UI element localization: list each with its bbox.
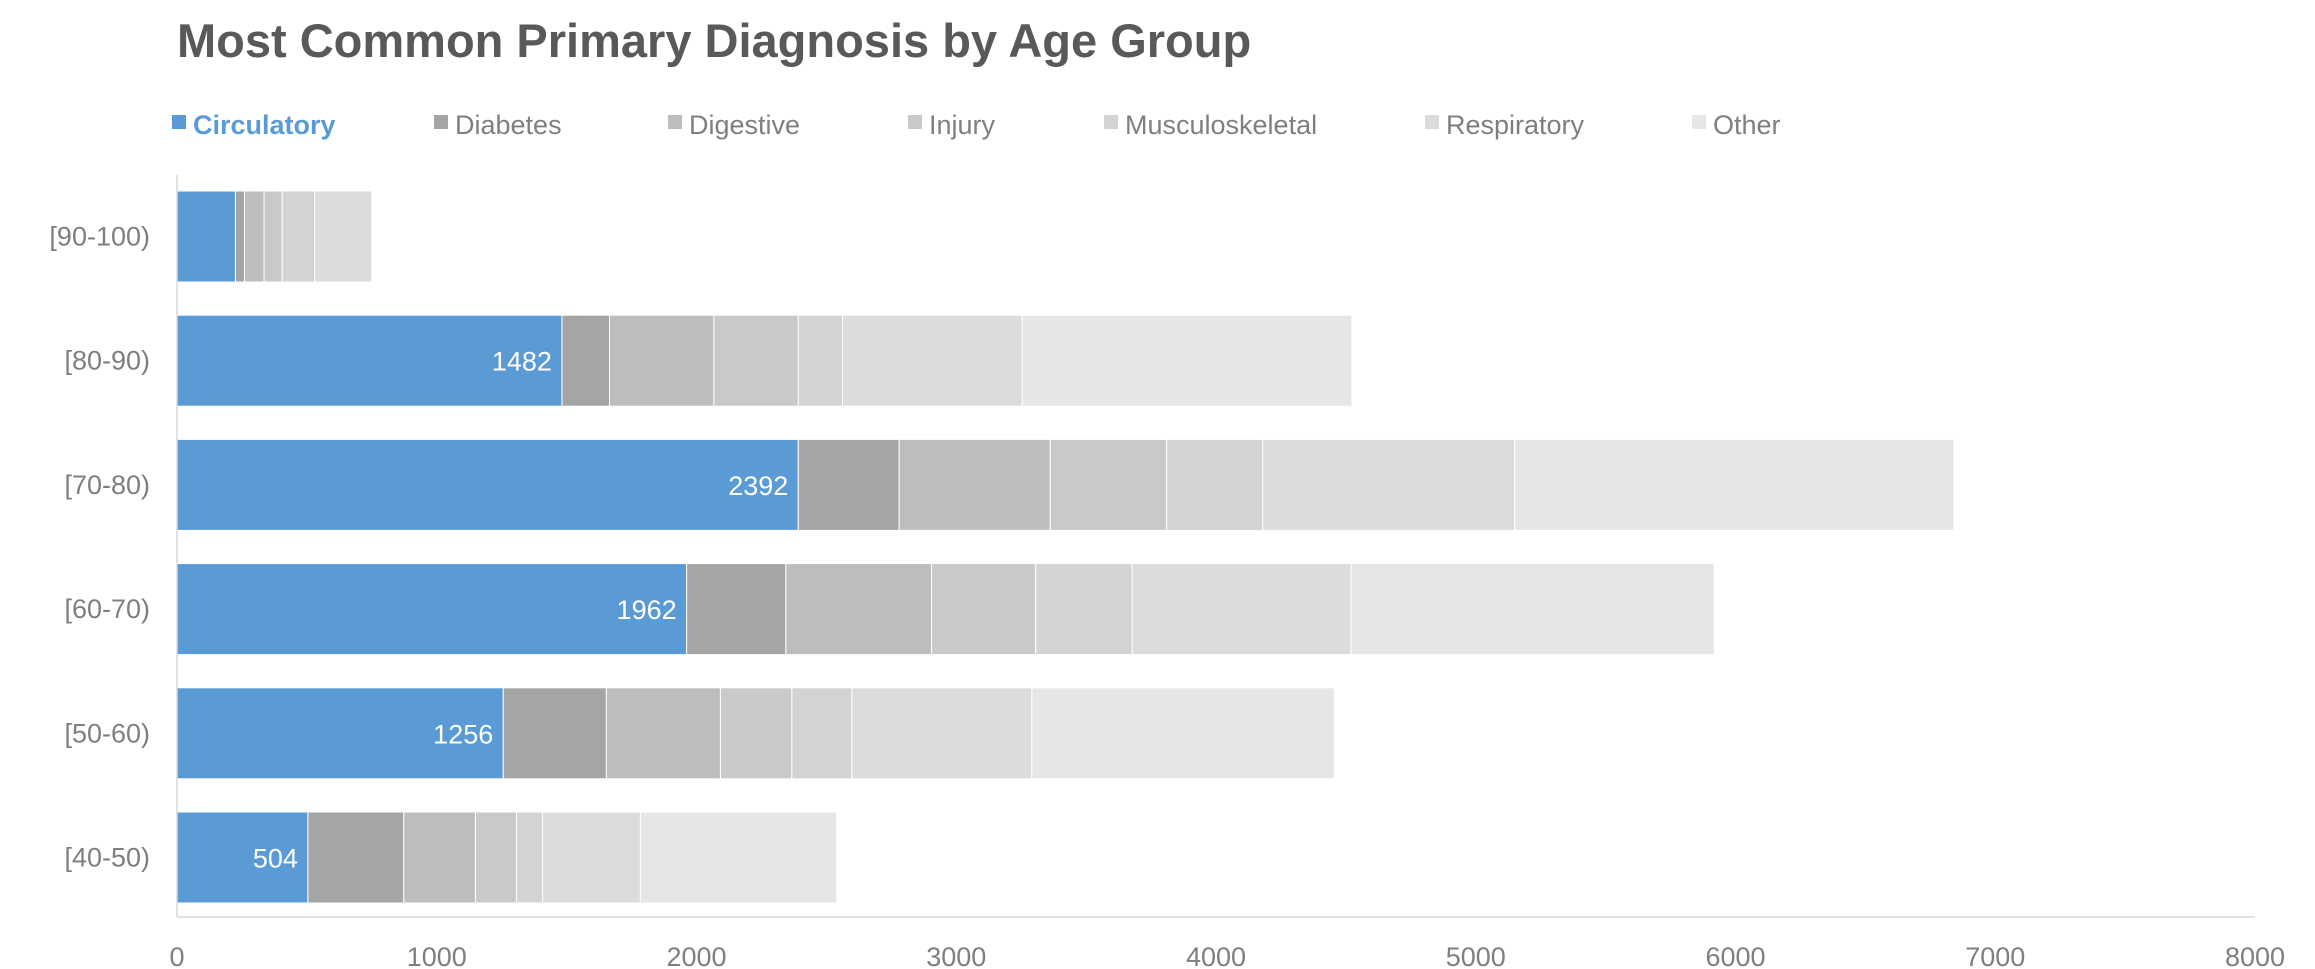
data-labels-group: 1482 2392 1962 1256 504 (253, 347, 788, 874)
category-axis: [90-100) [80-90) [70-80) [60-70) [50-60) [40-… (49, 175, 178, 917)
bar-segment (234, 190, 246, 283)
bar-segment (785, 563, 933, 656)
category-tick-label: [40-50) (64, 843, 150, 873)
bar-segment (1021, 314, 1353, 407)
category-tick-label: [70-80) (64, 470, 150, 500)
bar-segment (176, 687, 504, 780)
chart-legend: Circulatory Diabetes Digestive Injury Muscul… (172, 110, 1781, 140)
legend-swatch (668, 115, 682, 129)
bar-segment (176, 563, 688, 656)
legend-label: Injury (929, 110, 996, 140)
legend-swatch (434, 115, 448, 129)
legend-swatch (1425, 115, 1439, 129)
bar-segment (307, 811, 405, 904)
bars-group (176, 190, 1955, 904)
bar-segment (851, 687, 1033, 780)
bar-segment (244, 190, 265, 283)
value-tick-label: 8000 (2225, 942, 2285, 969)
value-tick-label: 2000 (666, 942, 726, 969)
legend-swatch (908, 115, 922, 129)
bar-segment (605, 687, 721, 780)
bar-segment (263, 190, 283, 283)
bar-segment (1262, 438, 1516, 531)
bar-segment (176, 811, 309, 904)
bar-segment (176, 190, 236, 283)
legend-swatch (172, 115, 186, 129)
value-tick-label: 6000 (1705, 942, 1765, 969)
data-label: 2392 (728, 471, 788, 501)
bar-segment (1350, 563, 1715, 656)
category-tick-label: [50-60) (64, 718, 150, 748)
category-tick-label: [90-100) (49, 222, 150, 252)
bar-segment (841, 314, 1023, 407)
bar-segment (686, 563, 787, 656)
bar-segment (474, 811, 517, 904)
value-tick-label: 3000 (926, 942, 986, 969)
value-tick-label: 1000 (407, 942, 467, 969)
bar-segment (713, 314, 799, 407)
bar-segment (931, 563, 1037, 656)
bar-segment (561, 314, 610, 407)
category-tick-label: [60-70) (64, 594, 150, 624)
bar-segment (502, 687, 607, 780)
bar-segment (1131, 563, 1352, 656)
data-label: 504 (253, 844, 298, 874)
legend-label: Other (1713, 110, 1781, 140)
data-label: 1962 (617, 595, 677, 625)
legend-label: Digestive (689, 110, 800, 140)
bar-segment (1049, 438, 1168, 531)
bar-segment (515, 811, 543, 904)
bar-segment (541, 811, 641, 904)
value-tick-label: 7000 (1965, 942, 2025, 969)
bar-segment (281, 190, 316, 283)
legend-swatch (1104, 115, 1118, 129)
bar-segment (176, 314, 563, 407)
bar-segment (797, 314, 843, 407)
legend-label: Musculoskeletal (1125, 110, 1317, 140)
value-tick-label: 4000 (1186, 942, 1246, 969)
bar-segment (719, 687, 793, 780)
bar-segment (176, 438, 799, 531)
bar-segment (791, 687, 853, 780)
bar-segment (1166, 438, 1264, 531)
bar-segment (608, 314, 715, 407)
data-label: 1482 (492, 347, 552, 377)
bar-segment (898, 438, 1051, 531)
category-tick-label: [80-90) (64, 346, 150, 376)
legend-label: Diabetes (455, 110, 562, 140)
value-tick-label: 5000 (1446, 942, 1506, 969)
legend-swatch (1692, 115, 1706, 129)
bar-segment (1035, 563, 1133, 656)
legend-label: Respiratory (1446, 110, 1585, 140)
bar-segment (403, 811, 476, 904)
bar-segment (1031, 687, 1335, 780)
value-tick-label: 0 (169, 942, 184, 969)
bar-segment (1514, 438, 1955, 531)
value-axis: 0 1000 2000 3000 4000 5000 6000 7000 8000 (169, 916, 2285, 969)
data-label: 1256 (433, 719, 493, 749)
bar-segment (639, 811, 838, 904)
bar-segment (314, 190, 373, 283)
chart-title: Most Common Primary Diagnosis by Age Gro… (177, 14, 1251, 67)
bar-segment (797, 438, 900, 531)
legend-label: Circulatory (193, 110, 336, 140)
